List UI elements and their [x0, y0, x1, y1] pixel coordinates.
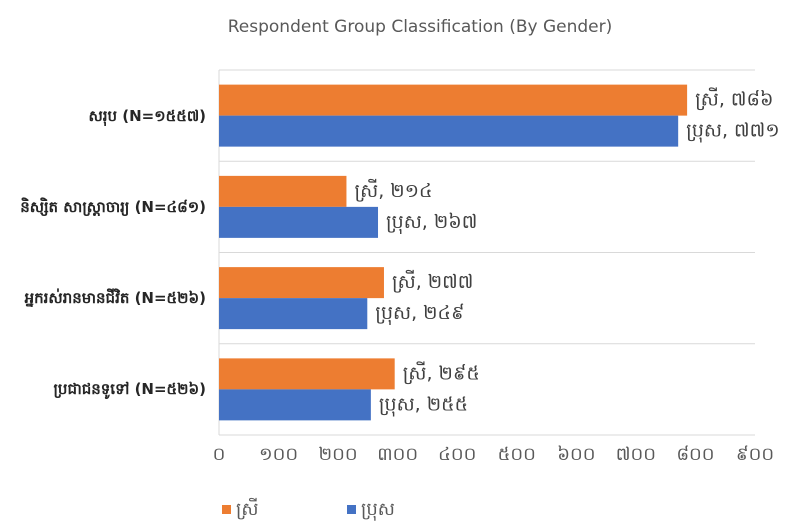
x-tick-label: ៣០០ [377, 444, 418, 465]
data-label: ប្រុស, ២៦៧ [386, 211, 477, 235]
bar [219, 389, 371, 421]
data-label: ប្រុស, ២៤៩ [375, 302, 464, 326]
data-label: ស្រី, ៧៨៦ [695, 87, 773, 111]
bar [219, 267, 384, 299]
data-label: ប្រុស, ២៥៥ [379, 393, 468, 417]
data-label: ស្រី, ២១៤ [354, 178, 432, 202]
x-tick-label: ៧០០ [616, 444, 656, 465]
x-tick-label: ៩០០ [736, 444, 774, 465]
bar [219, 298, 368, 330]
bar [219, 206, 379, 238]
y-tick-label: និស្សិត សាស្ត្រាចារ្យ (N=៤៨១) [20, 197, 206, 216]
legend-label: ស្រី [236, 497, 259, 520]
data-label: ប្រុស, ៧៧១ [686, 120, 779, 144]
x-tick-label: ១០០ [259, 444, 298, 465]
x-tick-label: ៦០០ [557, 444, 595, 465]
bar [219, 115, 679, 147]
y-tick-label: ប្រជាជនទូទៅ (N=៥២៦) [53, 380, 206, 399]
x-tick-label: ០ [213, 444, 226, 465]
data-label: ស្រី, ២៧៧ [392, 269, 473, 293]
bar [219, 358, 395, 390]
legend-swatch [347, 505, 356, 514]
data-label: ស្រី, ២៩៥ [403, 360, 480, 384]
x-tick-label: ៨០០ [676, 444, 714, 465]
x-tick-label: ២០០ [319, 444, 358, 465]
x-tick-label: ៥០០ [498, 444, 536, 465]
legend-swatch [222, 505, 231, 514]
y-tick-label: អ្នករស់រានមានជីវិត (N=៥២៦) [24, 289, 206, 308]
chart-title: Respondent Group Classification (By Gend… [228, 17, 613, 37]
legend-label: ប្រុស [361, 499, 395, 521]
x-tick-label: ៤០០ [438, 444, 476, 465]
y-tick-label: សរុប (N=១៥៥៧) [88, 106, 206, 125]
bar [219, 175, 347, 207]
bar [219, 84, 688, 116]
